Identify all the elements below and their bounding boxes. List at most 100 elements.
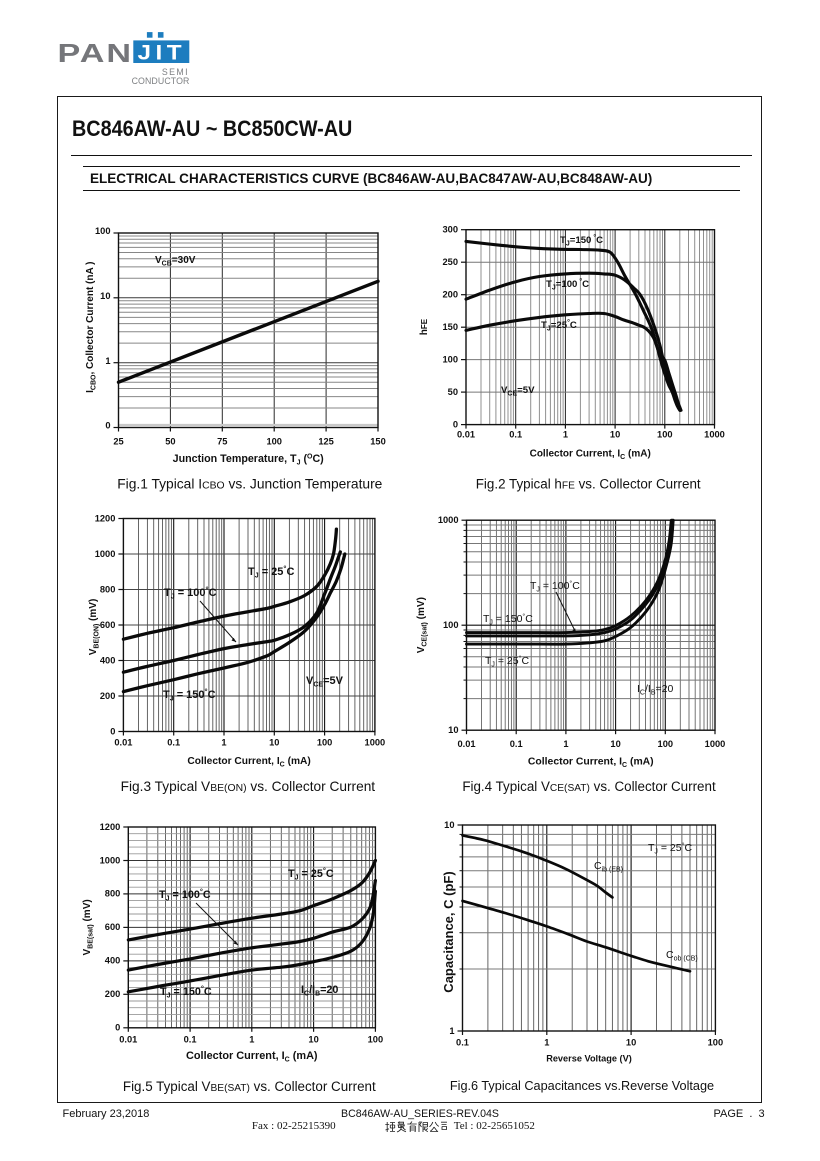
svg-text:TJ​=150 °C: TJ​=150 °C	[560, 234, 603, 248]
svg-text:1000: 1000	[95, 549, 116, 559]
svg-text:800: 800	[105, 889, 121, 899]
svg-text:600: 600	[100, 620, 116, 630]
svg-text:0.1: 0.1	[456, 1038, 469, 1048]
svg-text:Fig.1 Typical ICBO vs. Junctio: Fig.1 Typical ICBO vs. Junction Temperat…	[117, 477, 382, 492]
svg-text:TJ​ = 150°C: TJ​ = 150°C	[163, 687, 216, 702]
svg-text:Collector Current, IC​ (mA): Collector Current, IC​ (mA)	[528, 757, 654, 770]
svg-text:50: 50	[165, 437, 175, 447]
svg-text:TJ​ = 25°C: TJ​ = 25°C	[288, 866, 334, 881]
svg-text:200: 200	[442, 290, 458, 300]
svg-text:IC​/IB​=20: IC​/IB​=20	[301, 984, 338, 998]
svg-text:TJ​ = 25°C: TJ​ = 25°C	[248, 564, 294, 579]
svg-text:1: 1	[105, 356, 110, 366]
svg-text:0: 0	[105, 421, 110, 431]
svg-text:Collector Current, IC​ (mA): Collector Current, IC​ (mA)	[186, 1050, 318, 1064]
svg-text:0.01: 0.01	[114, 738, 132, 748]
svg-text:Fig.4 Typical VCE(SAT) vs. Col: Fig.4 Typical VCE(SAT) vs. Collector Cur…	[462, 779, 716, 794]
svg-text:TJ​ = 150°C: TJ​ = 150°C	[483, 611, 533, 626]
svg-text:Fig.5 Typical VBE(SAT) vs. Col: Fig.5 Typical VBE(SAT) vs. Collector Cur…	[123, 1079, 376, 1094]
svg-text:PAN: PAN	[58, 40, 134, 68]
svg-text:Reverse Voltage (V): Reverse Voltage (V)	[546, 1054, 632, 1064]
svg-text:250: 250	[442, 257, 458, 267]
svg-text:Fig.3 Typical VBE(ON) vs. Coll: Fig.3 Typical VBE(ON) vs. Collector Curr…	[121, 779, 376, 794]
svg-text:100: 100	[443, 620, 459, 630]
svg-text:Junction Temperature, TJ​ (OC): Junction Temperature, TJ​ (OC)	[173, 453, 325, 467]
svg-text:Capacitance, C (pF): Capacitance, C (pF)	[441, 871, 456, 992]
svg-text:0.1: 0.1	[510, 739, 523, 749]
svg-text:75: 75	[217, 437, 227, 447]
svg-text:100: 100	[658, 739, 674, 749]
svg-text:0.01: 0.01	[119, 1034, 137, 1044]
svg-text:1000: 1000	[438, 515, 459, 525]
svg-text:10: 10	[626, 1038, 636, 1048]
svg-text:TJ​ = 25°C: TJ​ = 25°C	[648, 840, 692, 855]
svg-text:1000: 1000	[705, 739, 726, 749]
svg-text:0: 0	[115, 1023, 120, 1033]
svg-text:1000: 1000	[704, 430, 725, 440]
svg-text:1200: 1200	[95, 513, 116, 523]
svg-text:600: 600	[105, 922, 121, 932]
svg-text:100: 100	[442, 354, 458, 364]
svg-text:1000: 1000	[100, 855, 121, 865]
svg-text:100: 100	[317, 738, 333, 748]
svg-text:ICBO​, Collector Current (nA ): ICBO​, Collector Current (nA )	[85, 262, 98, 393]
svg-text:200: 200	[105, 989, 121, 999]
svg-text:1000: 1000	[365, 738, 386, 748]
svg-text:0.1: 0.1	[509, 430, 522, 440]
svg-text:400: 400	[105, 956, 121, 966]
svg-text:200: 200	[100, 691, 116, 701]
svg-text:10: 10	[444, 820, 454, 830]
svg-text:0: 0	[110, 726, 115, 736]
svg-text:Collector Current, IC​ (mA): Collector Current, IC​ (mA)	[530, 449, 651, 462]
svg-text:TJ​ = 100°C: TJ​ = 100°C	[164, 585, 217, 600]
svg-text:400: 400	[100, 655, 116, 665]
svg-text:10: 10	[610, 739, 620, 749]
svg-text:800: 800	[100, 584, 116, 594]
svg-text:SEMI: SEMI	[162, 67, 189, 77]
svg-text:10: 10	[448, 725, 458, 735]
svg-text:TJ​ = 25°C: TJ​ = 25°C	[485, 653, 529, 668]
svg-text:TJ​ = 100°C: TJ​ = 100°C	[159, 887, 211, 902]
svg-text:150: 150	[370, 437, 386, 447]
svg-text:10: 10	[308, 1034, 318, 1044]
svg-text:VCE​=5V: VCE​=5V	[306, 675, 344, 689]
svg-text:Cib (EB)​: Cib (EB)​	[594, 860, 623, 874]
svg-text:10: 10	[610, 430, 620, 440]
svg-text:TJ​=100 °C: TJ​=100 °C	[546, 278, 589, 292]
svg-text:VCE(sat)​ (mV): VCE(sat)​ (mV)	[416, 597, 429, 653]
svg-text:0.1: 0.1	[184, 1034, 197, 1044]
svg-text:1: 1	[563, 739, 568, 749]
svg-text:0.1: 0.1	[167, 738, 180, 748]
svg-text:10: 10	[100, 291, 110, 301]
svg-text:50: 50	[448, 387, 458, 397]
svg-text:VBE(ON)​ (mV): VBE(ON)​ (mV)	[88, 599, 101, 656]
svg-text:100: 100	[266, 437, 282, 447]
svg-text:100: 100	[95, 226, 111, 236]
svg-text:Collector Current, IC​ (mA): Collector Current, IC​ (mA)	[187, 756, 310, 769]
svg-text:TJ​ = 100°C: TJ​ = 100°C	[530, 578, 580, 593]
svg-text:1: 1	[563, 430, 568, 440]
svg-text:0.01: 0.01	[457, 430, 475, 440]
svg-text:TJ​ = 150°C: TJ​ = 150°C	[160, 984, 212, 999]
svg-text:TJ​=25°C: TJ​=25°C	[541, 319, 577, 333]
svg-text:1: 1	[449, 1026, 454, 1036]
svg-text:100: 100	[368, 1034, 384, 1044]
svg-text:125: 125	[318, 437, 334, 447]
svg-text:1: 1	[544, 1038, 549, 1048]
svg-text:VCB​=30V: VCB​=30V	[155, 255, 196, 268]
svg-text:100: 100	[708, 1038, 724, 1048]
svg-text:0: 0	[453, 419, 458, 429]
svg-text:Fig.6 Typical Capacitances vs.: Fig.6 Typical Capacitances vs.Reverse Vo…	[450, 1079, 714, 1093]
svg-text:300: 300	[442, 225, 458, 235]
svg-text:1: 1	[221, 738, 226, 748]
svg-text:1200: 1200	[100, 822, 121, 832]
svg-text:Fig.2 Typical hFE vs. Collecto: Fig.2 Typical hFE vs. Collector Current	[476, 477, 701, 492]
svg-text:0.01: 0.01	[457, 739, 475, 749]
svg-text:VBE(sat)​ (mV): VBE(sat)​ (mV)	[82, 899, 95, 955]
svg-text:150: 150	[442, 322, 458, 332]
svg-text:10: 10	[269, 738, 279, 748]
svg-text:1: 1	[249, 1034, 254, 1044]
svg-text:VCE​=5V: VCE​=5V	[501, 385, 535, 398]
svg-text:100: 100	[657, 430, 673, 440]
svg-text:IC​/IB​=20: IC​/IB​=20	[637, 683, 673, 697]
